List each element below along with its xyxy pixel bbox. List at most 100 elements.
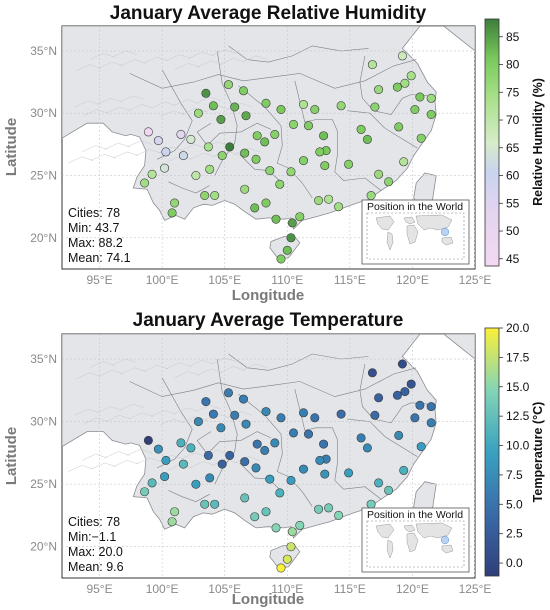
terrain-texture: [120, 367, 146, 375]
inset-continent: [403, 216, 416, 225]
city-marker: [416, 442, 426, 452]
colorbar-tick-label: 50: [506, 224, 520, 238]
city-marker: [310, 105, 320, 115]
city-marker: [287, 218, 297, 228]
x-tick-label: 95°E: [86, 273, 112, 287]
city-marker: [334, 510, 344, 520]
city-marker: [394, 122, 404, 132]
terrain-texture: [159, 418, 185, 426]
temperature-city-markers: [140, 359, 436, 573]
province-border: [156, 377, 193, 469]
city-marker: [178, 459, 188, 469]
city-marker: [410, 105, 420, 115]
city-marker: [315, 455, 325, 465]
city-marker: [240, 493, 250, 503]
terrain-texture: [90, 462, 116, 470]
province-border: [347, 418, 418, 457]
terrain-texture: [189, 461, 215, 469]
terrain-texture: [143, 365, 169, 372]
city-marker: [319, 439, 329, 449]
colorbar-tick-label: 0.0: [506, 556, 523, 570]
city-marker: [143, 435, 153, 445]
city-marker: [426, 402, 436, 412]
temperature-stats-box: Cities: 78 Min:−1.1 Max: 20.0 Mean: 9.6: [68, 515, 124, 574]
city-marker: [191, 171, 201, 181]
city-marker: [261, 407, 271, 417]
city-marker: [143, 127, 153, 137]
colorbar-tick-label: 55: [506, 196, 520, 210]
city-marker: [303, 121, 313, 131]
city-marker: [147, 478, 157, 488]
x-tick-label: 110°E: [271, 582, 303, 596]
terrain-texture: [105, 415, 131, 422]
city-marker: [170, 507, 180, 517]
city-marker: [384, 485, 394, 495]
city-marker: [275, 179, 285, 189]
colorbar-tick-label: 65: [506, 141, 520, 155]
colorbar-tick-label: 85: [506, 30, 520, 44]
city-marker: [356, 124, 366, 134]
city-marker: [216, 115, 226, 125]
city-marker: [265, 474, 275, 484]
city-marker: [324, 194, 334, 204]
province-border: [359, 55, 428, 115]
x-tick-label: 125°E: [459, 273, 492, 287]
city-marker: [200, 191, 210, 201]
terrain-texture: [210, 357, 237, 365]
inset-continent: [403, 524, 416, 533]
inset-dotted-frame: [366, 212, 465, 260]
terrain-texture: [119, 403, 145, 411]
terrain-texture: [74, 408, 100, 416]
city-marker: [295, 520, 305, 530]
city-marker: [344, 468, 354, 478]
city-marker: [400, 78, 410, 88]
city-marker: [384, 177, 394, 187]
terrain-texture: [242, 363, 268, 371]
city-marker: [160, 163, 170, 173]
city-marker: [374, 85, 384, 95]
city-marker: [140, 178, 150, 188]
colorbar-tick-label: 60: [506, 169, 520, 183]
province-border: [239, 154, 283, 184]
province-border: [129, 367, 417, 397]
terrain-texture: [165, 362, 191, 370]
city-marker: [161, 147, 171, 157]
terrain-texture: [219, 58, 245, 65]
x-tick-label: 100°E: [146, 273, 179, 287]
temperature-inset-world-map: [366, 520, 465, 568]
city-marker: [336, 101, 346, 111]
city-marker: [282, 554, 292, 564]
humidity-stat-cities: Cities: 78: [68, 206, 120, 220]
terrain-texture: [119, 95, 145, 103]
city-marker: [324, 503, 334, 513]
terrain-texture: [197, 60, 223, 68]
humidity-x-axis-label: Longitude: [232, 287, 304, 304]
terrain-texture: [81, 145, 108, 153]
colorbar-tick-label: 20.0: [506, 321, 530, 335]
city-marker: [193, 108, 203, 118]
terrain-texture: [90, 154, 116, 161]
colorbar-tick-label: 45: [506, 252, 520, 266]
city-marker: [406, 379, 416, 389]
city-marker: [366, 499, 376, 509]
temperature-y-axis-label: Latitude: [3, 427, 20, 485]
terrain-texture: [105, 106, 131, 114]
city-marker: [271, 523, 281, 533]
city-marker: [203, 142, 213, 152]
city-marker: [216, 423, 226, 433]
humidity-land-area: [62, 26, 475, 260]
temperature-stat-cities: Cities: 78: [68, 515, 120, 529]
terrain-texture: [104, 142, 130, 150]
colorbar-tick-label: 7.5: [506, 468, 523, 482]
province-border: [239, 462, 283, 492]
province-border: [214, 358, 238, 485]
city-marker: [208, 101, 218, 111]
inset-continent: [375, 523, 395, 539]
terrain-texture: [188, 51, 214, 59]
terrain-texture: [111, 50, 138, 58]
city-marker: [320, 469, 330, 479]
city-marker: [260, 445, 270, 455]
city-marker: [160, 472, 170, 482]
humidity-world-inset: Position in the World: [361, 199, 470, 265]
terrain-texture: [111, 358, 138, 366]
